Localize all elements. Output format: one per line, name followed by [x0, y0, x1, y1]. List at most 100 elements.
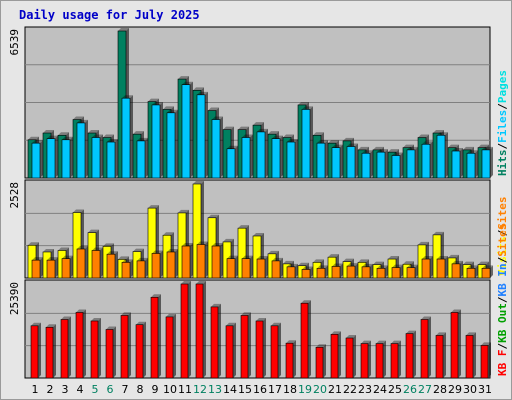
bar-hits-files-files-27 — [421, 143, 431, 179]
bar-visits-sites-sites-24 — [376, 268, 386, 279]
bar-visits-sites-sites-7-top — [122, 259, 133, 263]
bar-hits-files-hits-8-top — [133, 131, 144, 135]
bar-hits-files-files-21-top — [332, 144, 343, 148]
xtick-day-13: 13 — [208, 383, 222, 396]
bar-visits-sites-visits-4-top — [73, 209, 84, 213]
bar-visits-sites-sites-17 — [271, 260, 281, 279]
bar-kbytes-kb-f-24-side — [383, 340, 386, 378]
bar-hits-files-files-24 — [376, 151, 386, 179]
bar-hits-files-files-15-side — [250, 134, 253, 178]
bar-visits-sites-visits-9-top — [148, 205, 159, 209]
bar-kbytes-kb-f-3 — [60, 319, 69, 379]
bar-hits-files-files-28 — [436, 134, 446, 179]
bar-hits-files-files-17-top — [272, 135, 283, 139]
bar-kbytes-kb-f-2 — [45, 326, 54, 379]
bar-hits-files-hits-6-top — [103, 134, 114, 138]
bar-hits-files-files-5-side — [100, 134, 103, 178]
legend-item-visits-sites-1: / — [496, 229, 509, 236]
bar-visits-sites-visits-1-top — [28, 242, 39, 246]
legend-item-hits-files-3: / — [496, 103, 509, 110]
bar-kbytes-kb-f-22-side — [353, 335, 356, 378]
bar-hits-files-files-21-side — [340, 144, 343, 178]
bar-kbytes-kb-f-11-side — [188, 281, 191, 378]
bar-kbytes-kb-f-24-top — [376, 340, 386, 344]
bar-kbytes-kb-f-6-side — [113, 326, 116, 378]
bar-kbytes-kb-f-27 — [420, 319, 429, 379]
bar-hits-files-files-17 — [271, 138, 281, 179]
bar-visits-sites-sites-30-side — [475, 265, 478, 278]
bar-visits-sites-visits-22-top — [343, 258, 354, 262]
bar-hits-files-hits-1-top — [28, 136, 39, 140]
xtick-day-18: 18 — [283, 383, 297, 396]
bar-kbytes-kb-f-7-top — [121, 312, 131, 316]
bar-kbytes-kb-f-22 — [345, 337, 354, 379]
bar-kbytes-kb-f-25-side — [398, 340, 401, 378]
bar-kbytes-kb-f-8 — [135, 324, 144, 379]
bar-kbytes-kb-f-3-top — [61, 316, 71, 320]
bar-visits-sites-visits-28-top — [433, 231, 444, 235]
legend-item-hits-files-1: / — [496, 143, 509, 150]
bar-visits-sites-sites-6-top — [107, 251, 118, 255]
bar-visits-sites-sites-3-top — [62, 255, 73, 259]
bar-hits-files-hits-15-top — [238, 126, 249, 130]
bar-kbytes-kb-f-20 — [315, 346, 324, 379]
bar-hits-files-files-31 — [481, 149, 491, 179]
bar-hits-files-files-27-side — [430, 141, 433, 178]
bar-kbytes-kb-f-13-top — [211, 303, 221, 307]
bar-hits-files-hits-28-top — [433, 130, 444, 134]
bar-kbytes-kb-f-3-side — [68, 316, 71, 378]
bar-hits-files-hits-3-top — [58, 132, 69, 136]
bar-hits-files-files-3-top — [62, 136, 73, 140]
bar-visits-sites-sites-19 — [301, 269, 311, 279]
bar-hits-files-hits-19-top — [298, 101, 309, 105]
bar-visits-sites-visits-6-top — [103, 243, 114, 247]
bar-hits-files-files-13-side — [220, 116, 223, 178]
bar-hits-files-hits-13-top — [208, 107, 219, 111]
bar-visits-sites-sites-20 — [316, 268, 326, 279]
bar-hits-files-hits-4-top — [73, 116, 84, 120]
bar-kbytes-kb-f-13-side — [218, 303, 221, 378]
bar-hits-files-files-10-top — [167, 109, 178, 113]
bar-kbytes-kb-f-17-side — [278, 322, 281, 378]
bar-kbytes-kb-f-19 — [300, 302, 309, 379]
bar-visits-sites-visits-26-top — [403, 261, 414, 265]
bar-kbytes-kb-f-21-side — [338, 331, 341, 378]
bar-kbytes-kb-f-9-top — [151, 294, 161, 298]
bar-hits-files-files-1-side — [40, 140, 43, 178]
bar-hits-files-hits-16-top — [253, 122, 264, 126]
bar-hits-files-files-16 — [256, 131, 266, 179]
bar-hits-files-files-25-top — [392, 152, 403, 156]
bar-hits-files-hits-17-top — [268, 131, 279, 135]
bar-visits-sites-sites-24-top — [377, 265, 388, 269]
bar-hits-files-files-16-top — [257, 128, 268, 132]
xtick-day-9: 9 — [152, 383, 159, 396]
bar-kbytes-kb-f-10 — [165, 316, 174, 379]
bar-kbytes-kb-f-4 — [75, 312, 84, 379]
xtick-day-16: 16 — [253, 383, 267, 396]
xtick-day-15: 15 — [238, 383, 252, 396]
bar-visits-sites-sites-17-top — [272, 257, 283, 261]
legend-item-kbytes-6: Sites — [496, 224, 509, 257]
bar-visits-sites-sites-27-side — [430, 256, 433, 278]
xtick-day-22: 22 — [343, 383, 357, 396]
bar-visits-sites-sites-12-side — [205, 241, 208, 278]
xtick-day-17: 17 — [268, 383, 282, 396]
legend-item-visits-sites-0: Visits — [496, 236, 509, 276]
bar-kbytes-kb-f-4-side — [83, 309, 86, 378]
bar-hits-files-files-15-top — [242, 134, 253, 138]
legend-item-kbytes-5: / — [496, 256, 509, 263]
bar-hits-files-hits-27-top — [418, 134, 429, 138]
bar-visits-sites-sites-31-side — [490, 265, 493, 278]
bar-hits-files-hits-12-top — [193, 87, 204, 91]
bar-kbytes-kb-f-28-top — [436, 332, 446, 336]
bar-hits-files-files-10 — [166, 112, 176, 179]
xtick-day-20: 20 — [313, 383, 327, 396]
bar-hits-files-files-22-top — [347, 143, 358, 147]
bar-visits-sites-sites-6 — [106, 253, 116, 279]
bar-hits-files-hits-10-top — [163, 106, 174, 110]
bar-visits-sites-visits-30-top — [463, 261, 474, 265]
bar-hits-files-files-7 — [121, 97, 131, 179]
bar-visits-sites-visits-27-top — [418, 241, 429, 245]
bar-hits-files-files-17-side — [280, 135, 283, 178]
